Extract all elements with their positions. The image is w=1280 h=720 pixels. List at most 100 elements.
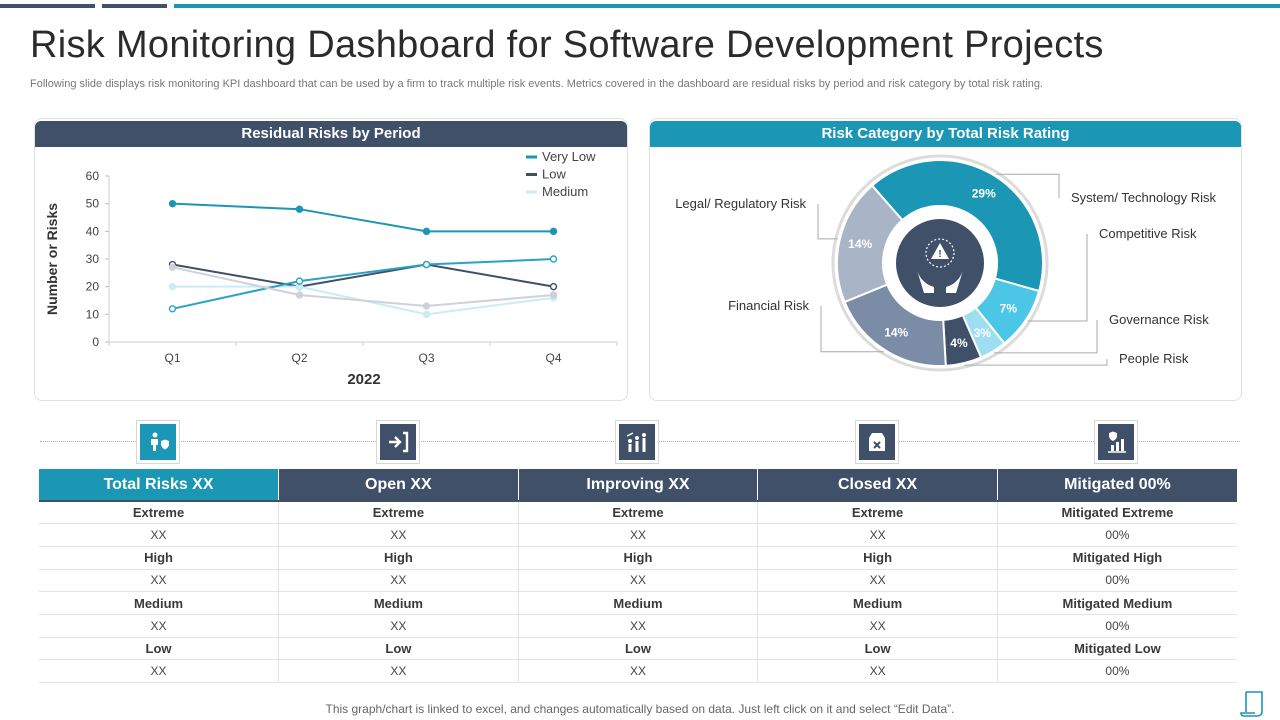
top-accent-bar — [102, 4, 167, 8]
header-total-risks[interactable]: Total Risks XX — [39, 469, 279, 502]
x-tick-label: Q2 — [291, 351, 307, 365]
data-point — [549, 255, 558, 263]
person-shield-icon — [151, 432, 169, 451]
data-point — [549, 291, 558, 299]
page-subtitle: Following slide displays risk monitoring… — [30, 78, 1044, 90]
y-tick-label: 20 — [86, 280, 100, 294]
table-cell: High — [517, 546, 758, 570]
header-mitigated[interactable]: Mitigated 00% — [996, 469, 1237, 502]
pie-slice — [870, 159, 1044, 293]
slice-value-label: 3% — [974, 326, 992, 340]
table-cell: Extreme — [278, 501, 519, 525]
top-accent-bar — [0, 4, 95, 8]
data-point — [295, 205, 304, 213]
table-cell: Extreme — [757, 501, 998, 525]
table-cell: Low — [757, 637, 998, 661]
x-axis-title: 2022 — [347, 371, 380, 388]
table-cell: XX — [517, 523, 758, 547]
table-row: XX XX XX XX 00% — [39, 569, 1237, 593]
table-cell: High — [757, 546, 998, 570]
category-label: Financial Risk — [728, 298, 809, 313]
slice-value-label: 7% — [1000, 301, 1018, 315]
mitigated-icon-box — [1094, 420, 1138, 464]
header-improving[interactable]: Improving XX — [517, 469, 758, 502]
warning-ring — [925, 238, 955, 268]
table-cell: Extreme — [39, 501, 279, 525]
series-line — [172, 202, 554, 233]
data-point — [168, 282, 177, 291]
table-cell: Medium — [757, 591, 998, 615]
pie-slice — [836, 184, 904, 304]
table-row: XX XX XX XX 00% — [39, 659, 1237, 683]
residual-risks-header: Residual Risks by Period — [35, 121, 627, 147]
table-cell: XX — [278, 523, 519, 547]
improving-icon-box — [615, 420, 659, 464]
page-title: Risk Monitoring Dashboard for Software D… — [30, 24, 1104, 66]
table-cell: 00% — [996, 523, 1237, 547]
table-cell: XX — [757, 614, 998, 638]
y-tick-label: 50 — [86, 197, 100, 211]
table-cell: 00% — [996, 659, 1237, 683]
category-label: Governance Risk — [1109, 312, 1209, 327]
risk-category-header: Risk Category by Total Risk Rating — [650, 121, 1241, 147]
table-cell: XX — [757, 659, 998, 683]
table-cell: XX — [39, 659, 279, 683]
table-row: Low Low Low Low Mitigated Low — [39, 637, 1237, 661]
data-point — [295, 277, 304, 285]
enter-icon — [389, 431, 409, 453]
table-row: XX XX XX XX 00% — [39, 614, 1237, 638]
table-cell: High — [39, 546, 279, 570]
header-closed[interactable]: Closed XX — [757, 469, 998, 502]
callout-leader — [820, 306, 884, 353]
closed-icon-box — [855, 420, 899, 464]
warning-mark: ! — [938, 249, 941, 260]
table-row: High High High High Mitigated High — [39, 546, 1237, 570]
right-hand — [946, 267, 964, 293]
data-point — [422, 260, 431, 269]
residual-risks-panel: Residual Risks by Period 0 10 20 30 40 50 60 Q1… — [34, 118, 628, 401]
table-cell: Mitigated High — [996, 546, 1237, 570]
warning-triangle — [931, 243, 949, 259]
category-label: System/ Technology Risk — [1071, 190, 1216, 205]
table-cell: Medium — [517, 591, 758, 615]
table-cell: Mitigated Extreme — [996, 501, 1237, 525]
y-tick-label: 0 — [92, 335, 99, 349]
table-cell: Low — [278, 637, 519, 661]
slice-value-label: 29% — [972, 187, 996, 201]
closed-box-icon — [869, 433, 885, 451]
data-point — [295, 291, 304, 299]
table-cell: Extreme — [517, 501, 758, 525]
x-tick-label: Q1 — [164, 351, 180, 365]
callout-leader — [994, 320, 1098, 354]
mitigation-report-icon — [1108, 431, 1126, 453]
data-point — [168, 199, 177, 208]
residual-risks-line-chart[interactable]: 0 10 20 30 40 50 60 Q1 Q2 Q3 Q4 2022 Number or Risks… — [35, 119, 629, 402]
header-open[interactable]: Open XX — [278, 469, 519, 502]
table-cell: Medium — [278, 591, 519, 615]
table-cell: XX — [757, 523, 998, 547]
y-tick-label: 60 — [86, 169, 100, 183]
category-label: Legal/ Regulatory Risk — [675, 196, 806, 211]
data-point — [422, 227, 431, 236]
callout-leader — [964, 359, 1108, 366]
table-cell: High — [278, 546, 519, 570]
total-risks-icon-box — [136, 420, 180, 464]
table-row: Medium Medium Medium Medium Mitigated Me… — [39, 591, 1237, 615]
top-accent-bar — [174, 4, 1280, 8]
y-tick-label: 10 — [86, 307, 100, 321]
table-cell: XX — [517, 614, 758, 638]
risk-category-donut-chart[interactable]: 29% 7% 3% 4% 14% 14%! System/ Technology Risk C… — [650, 119, 1243, 402]
data-point — [549, 282, 558, 291]
growth-people-icon — [626, 432, 646, 452]
table-row: XX XX XX XX 00% — [39, 523, 1237, 547]
risk-kpi-table: Total Risks XX Open XX Improving XX Clos… — [39, 469, 1237, 683]
table-cell: XX — [278, 569, 519, 593]
legend-label: Low — [542, 167, 566, 182]
table-cell: XX — [39, 569, 279, 593]
series-line — [172, 258, 554, 310]
category-label: Competitive Risk — [1099, 226, 1197, 241]
table-header-row: Total Risks XX Open XX Improving XX Clos… — [39, 469, 1237, 502]
table-cell: XX — [517, 569, 758, 593]
scroll-icon — [1240, 690, 1266, 720]
slice-value-label: 14% — [884, 325, 908, 339]
